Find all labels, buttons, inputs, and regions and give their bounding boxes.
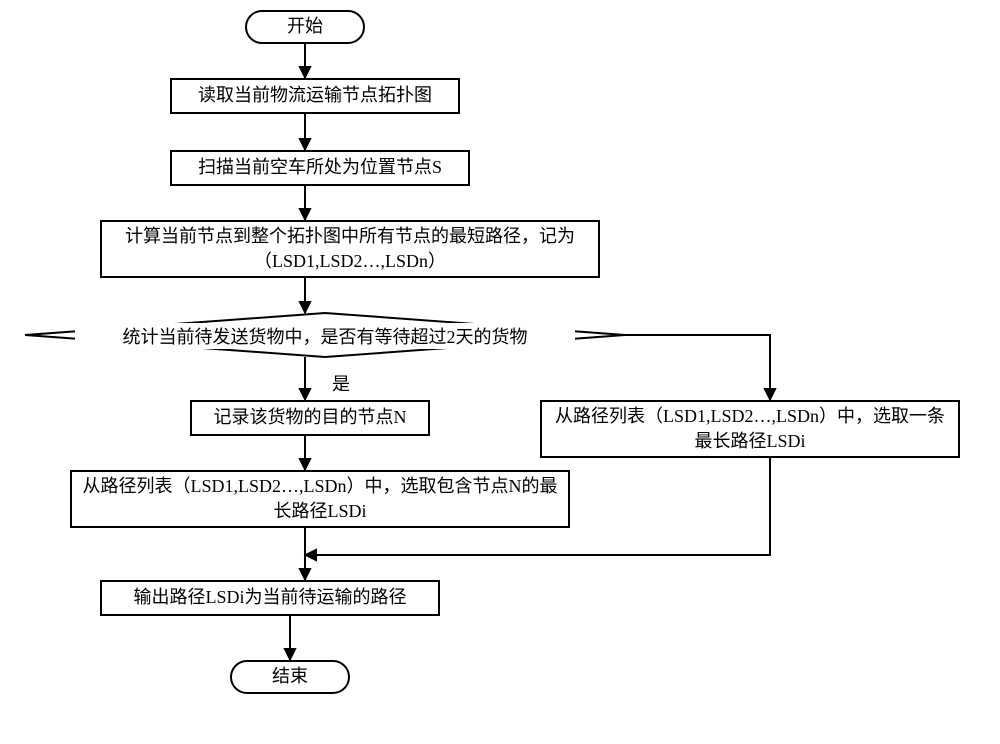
terminator-start: 开始 [245,10,365,44]
process-p7: 输出路径LSDi为当前待运输的路径 [100,580,440,616]
edge-label: 是 [330,370,352,396]
process-p2: 扫描当前空车所处为位置节点S [170,150,470,186]
terminator-end: 结束 [230,660,350,694]
process-p6: 从路径列表（LSD1,LSD2…,LSDn）中，选取一条最长路径LSDi [540,400,960,458]
process-p4: 记录该货物的目的节点N [190,400,430,436]
process-p5: 从路径列表（LSD1,LSD2…,LSDn）中，选取包含节点N的最长路径LSDi [70,470,570,528]
decision-d1: 统计当前待发送货物中，是否有等待超过2天的货物 [75,323,575,349]
process-p1: 读取当前物流运输节点拓扑图 [170,78,460,114]
process-p3: 计算当前节点到整个拓扑图中所有节点的最短路径，记为（LSD1,LSD2…,LSD… [100,220,600,278]
